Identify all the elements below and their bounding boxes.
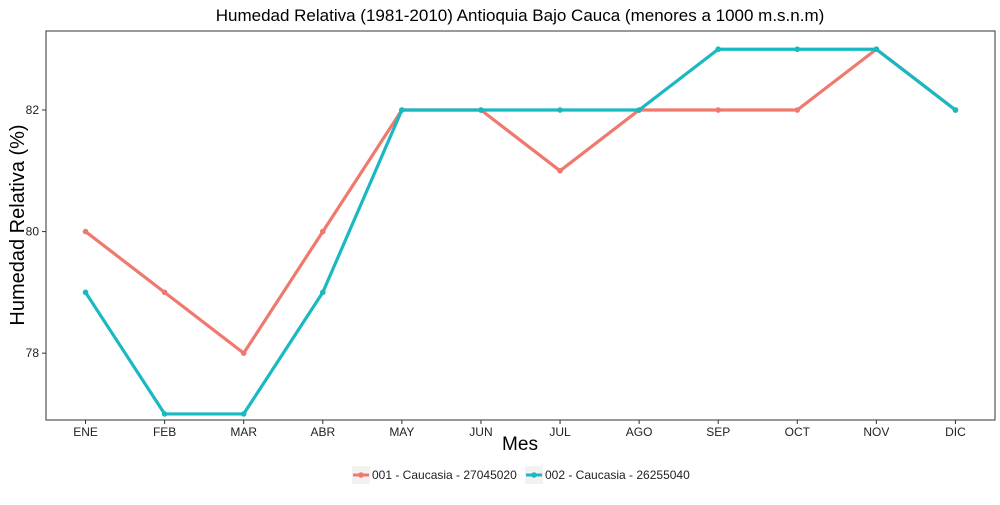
series-layer bbox=[82, 46, 959, 417]
x-tick-label: JUN bbox=[469, 425, 492, 439]
y-tick-label: 82 bbox=[26, 103, 40, 117]
x-tick-label: SEP bbox=[706, 425, 730, 439]
series-1-point bbox=[82, 228, 89, 235]
series-line-2 bbox=[83, 47, 958, 416]
x-tick-label: DIC bbox=[945, 425, 966, 439]
plot-area bbox=[45, 30, 996, 421]
series-2-point bbox=[319, 289, 326, 296]
x-tick-label: JUL bbox=[549, 425, 571, 439]
y-axis: 78 80 82 bbox=[26, 103, 46, 360]
series-2-point bbox=[715, 46, 722, 53]
x-tick-label: MAR bbox=[230, 425, 257, 439]
series-2-point bbox=[636, 107, 642, 113]
x-axis: ENE FEB MAR ABR MAY JUN JUL AGO SEP OCT NOV DIC bbox=[73, 420, 966, 439]
series-2-point bbox=[557, 107, 563, 113]
chart-title: Humedad Relativa (1981-2010) Antioquia B… bbox=[216, 6, 825, 25]
y-tick-label: 80 bbox=[26, 225, 40, 239]
series-1-point bbox=[319, 228, 326, 235]
legend-label: 001 - Caucasia - 27045020 bbox=[372, 468, 517, 482]
y-axis-title: Humedad Relativa (%) bbox=[7, 124, 29, 325]
legend-label: 002 - Caucasia - 26255040 bbox=[545, 468, 690, 482]
series-2-point bbox=[794, 46, 801, 53]
legend-key-point bbox=[531, 472, 537, 478]
x-axis-title: Mes bbox=[502, 434, 538, 455]
x-tick-label: NOV bbox=[863, 425, 889, 439]
series-1-point bbox=[715, 107, 722, 113]
series-2-point bbox=[873, 46, 880, 53]
legend: 001 - Caucasia - 27045020 002 - Caucasia … bbox=[352, 466, 690, 484]
series-2-point bbox=[478, 107, 484, 113]
series-1-point bbox=[240, 350, 247, 356]
x-tick-label: FEB bbox=[153, 425, 176, 439]
x-tick-label: OCT bbox=[785, 425, 811, 439]
series-2-point bbox=[399, 107, 405, 113]
x-tick-label: ABR bbox=[310, 425, 335, 439]
y-tick-label: 78 bbox=[26, 346, 40, 360]
series-2-point bbox=[952, 107, 959, 113]
x-tick-label: MAY bbox=[389, 425, 414, 439]
x-tick-label: AGO bbox=[626, 425, 653, 439]
legend-key-point bbox=[358, 472, 364, 478]
series-line-1 bbox=[83, 47, 958, 355]
series-2-point bbox=[161, 411, 168, 417]
x-tick-label: ENE bbox=[73, 425, 98, 439]
series-1-point bbox=[557, 167, 563, 174]
series-1-point bbox=[794, 107, 801, 113]
series-1-point bbox=[161, 289, 168, 296]
series-2-point bbox=[240, 411, 247, 417]
series-2-point bbox=[82, 289, 89, 296]
